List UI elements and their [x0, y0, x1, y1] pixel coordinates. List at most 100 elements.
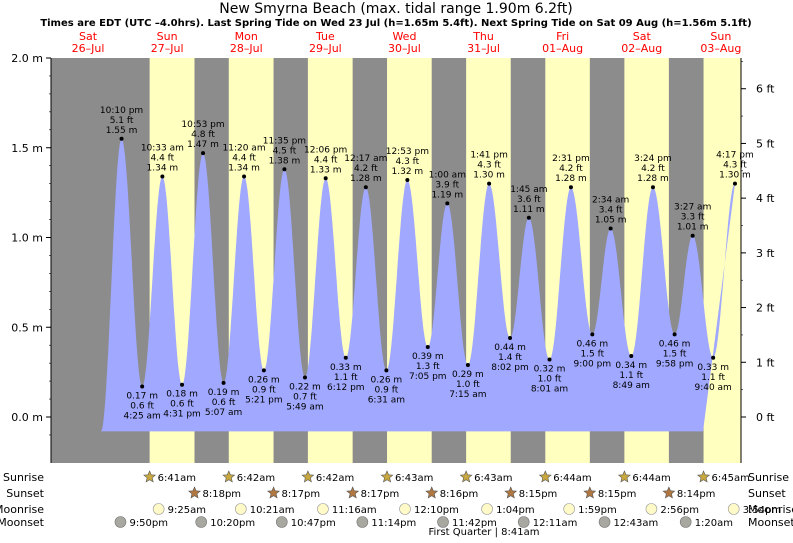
sunrise-time: 6:43am: [474, 473, 512, 484]
tide-dot: [282, 167, 287, 172]
tide-time-label: 4:17 pm: [716, 151, 754, 161]
tide-m-label: 1.11 m: [513, 205, 545, 215]
tide-time-label: 4:25 am: [123, 411, 160, 421]
high-tide-point: 10:53 pm4.8 ft1.47 m: [181, 120, 225, 156]
tide-m-label: 1.34 m: [228, 163, 260, 173]
sunrise-time: 6:42am: [237, 473, 275, 484]
low-tide-point: 0.33 m1.1 ft6:12 pm: [327, 355, 365, 393]
day-date-label: 26–Jul: [72, 42, 105, 55]
tide-dot: [221, 380, 226, 385]
tide-ft-label: 0.6 ft: [170, 400, 194, 410]
day-date-label: 27–Jul: [151, 42, 184, 55]
tide-dot: [732, 181, 737, 186]
tide-m-label: 1.28 m: [555, 174, 587, 184]
moonrise-icon: [563, 503, 575, 515]
tide-dot: [568, 185, 573, 190]
tide-time-label: 2:34 am: [592, 196, 629, 206]
tide-m-label: 0.29 m: [452, 370, 484, 380]
chart-subtitle: Times are EDT (UTC –4.0hrs). Last Spring…: [40, 18, 751, 29]
tide-dot: [242, 174, 247, 179]
tide-time-label: 9:00 pm: [574, 359, 612, 369]
day-date-label: 30–Jul: [388, 42, 421, 55]
tide-ft-label: 3.4 ft: [599, 206, 623, 216]
tide-m-label: 1.33 m: [310, 165, 342, 175]
sunset-time: 8:14pm: [677, 489, 716, 500]
sunset-icon: [346, 486, 360, 499]
tide-ft-label: 3.9 ft: [435, 180, 459, 190]
moonset-time: 10:20pm: [210, 518, 255, 529]
sunset-icon: [188, 486, 201, 499]
tide-time-label: 1:45 am: [510, 185, 547, 195]
day-name-label: Fri: [556, 30, 569, 43]
sunset-time: 8:17pm: [282, 489, 321, 500]
tide-dot: [119, 136, 124, 141]
high-tide-point: 11:35 pm4.5 ft1.38 m: [263, 136, 306, 172]
high-tide-point: 2:34 am3.4 ft1.05 m: [592, 196, 629, 231]
tide-time-label: 5:21 pm: [245, 395, 283, 405]
tide-m-label: 1.34 m: [147, 163, 179, 173]
sunset-time: 8:15pm: [598, 489, 637, 500]
tide-time-label: 2:31 pm: [552, 154, 590, 164]
tide-dot: [261, 368, 266, 373]
low-tide-point: 0.33 m1.1 ft9:40 am: [694, 355, 732, 393]
tide-ft-label: 4.2 ft: [354, 164, 378, 174]
tide-m-label: 0.33 m: [330, 363, 362, 373]
tide-dot: [547, 357, 552, 362]
sunrise-icon: [143, 470, 157, 483]
tide-ft-label: 3.3 ft: [681, 213, 705, 223]
tide-dot: [711, 355, 716, 360]
high-tide-point: 10:33 am4.4 ft1.34 m: [141, 143, 184, 179]
tide-time-label: 5:49 am: [286, 403, 323, 413]
tide-ft-label: 4.2 ft: [559, 164, 583, 174]
high-tide-point: 4:17 pm4.3 ft1.30 m: [716, 151, 754, 186]
left-tick-label: 1.0 m: [11, 232, 43, 245]
tide-ft-label: 1.0 ft: [456, 380, 480, 390]
tide-dot: [405, 178, 410, 183]
high-tide-point: 12:17 am4.2 ft1.28 m: [344, 154, 387, 190]
sunrise-icon: [301, 470, 315, 483]
tide-ft-label: 4.4 ft: [151, 153, 175, 163]
tide-ft-label: 0.9 ft: [252, 385, 276, 395]
tide-dot: [650, 185, 655, 190]
tide-dot: [363, 185, 368, 190]
low-tide-point: 0.26 m0.9 ft5:21 pm: [245, 368, 283, 405]
row-label-left: Moonrise: [0, 503, 44, 516]
tide-ft-label: 3.6 ft: [517, 195, 541, 205]
tide-dot: [445, 201, 450, 206]
tide-dot: [425, 344, 430, 349]
moonrise-icon: [727, 503, 740, 515]
sunset-icon: [425, 486, 439, 499]
tide-time-label: 3:24 pm: [634, 154, 672, 164]
moonset-time: 12:43am: [614, 518, 659, 529]
tide-time-label: 9:40 am: [694, 383, 731, 393]
high-tide-point: 1:00 am3.9 ft1.19 m: [429, 170, 466, 206]
moonset-icon: [517, 516, 530, 528]
tide-ft-label: 1.3 ft: [416, 362, 440, 372]
tide-dot: [384, 368, 389, 373]
sunrise-icon: [380, 470, 394, 483]
tide-dot: [323, 176, 328, 181]
tide-ft-label: 4.8 ft: [191, 130, 215, 140]
tide-ft-label: 0.9 ft: [375, 385, 399, 395]
sunrise-time: 6:41am: [158, 473, 196, 484]
moonset-icon: [275, 516, 288, 528]
sunrise-time: 6:44am: [553, 473, 591, 484]
tide-ft-label: 4.2 ft: [641, 164, 665, 174]
low-tide-point: 0.46 m1.5 ft9:58 pm: [656, 332, 693, 369]
right-tick-label: 2 ft: [756, 302, 775, 315]
tide-time-label: 10:33 am: [141, 143, 184, 153]
low-tide-point: 0.39 m1.3 ft7:05 pm: [409, 344, 447, 382]
tide-m-label: 1.30 m: [719, 171, 751, 181]
day-name-label: Tue: [315, 30, 335, 43]
sunset-time: 8:18pm: [203, 489, 242, 500]
tide-ft-label: 4.4 ft: [232, 153, 256, 163]
tide-ft-label: 1.5 ft: [580, 349, 604, 359]
tide-time-label: 10:53 pm: [181, 120, 224, 130]
high-tide-point: 12:06 pm4.4 ft1.33 m: [304, 145, 347, 181]
tide-time-label: 4:31 pm: [163, 410, 201, 420]
high-tide-point: 1:45 am3.6 ft1.11 m: [510, 185, 548, 220]
tide-m-label: 0.46 m: [576, 339, 608, 349]
low-tide-point: 0.17 m0.6 ft4:25 am: [123, 384, 161, 421]
sunrise-icon: [459, 470, 473, 483]
